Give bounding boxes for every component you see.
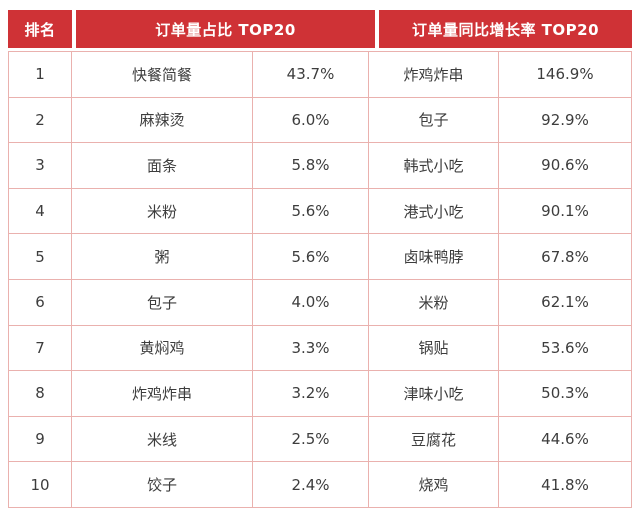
growth-value-cell: 44.6% (541, 430, 589, 449)
table-row: 9 米线 2.5% 豆腐花 44.6% (9, 416, 631, 463)
share-name-cell: 米粉 (72, 188, 253, 234)
growth-value-cell: 53.6% (541, 338, 589, 357)
rank-cell: 2 (9, 97, 72, 143)
growth-name-cell: 津味小吃 (369, 371, 499, 416)
table-body: 1 快餐简餐 43.7% 炸鸡炸串 146.9% 2 麻辣烫 6.0% 包子 9… (8, 51, 632, 508)
share-value-cell: 6.0% (253, 97, 369, 143)
growth-name-cell: 韩式小吃 (369, 143, 499, 188)
growth-name-cell: 卤味鸭脖 (369, 234, 499, 279)
share-value-cell: 2.5% (253, 416, 369, 462)
table-row: 1 快餐简餐 43.7% 炸鸡炸串 146.9% (9, 52, 631, 98)
share-name-cell: 米线 (72, 416, 253, 462)
share-name-cell: 粥 (72, 234, 253, 279)
growth-name-cell: 包子 (369, 97, 499, 143)
growth-name-cell: 炸鸡炸串 (369, 52, 499, 97)
share-name-cell: 包子 (72, 279, 253, 325)
share-name-cell: 麻辣烫 (72, 97, 253, 143)
growth-value-cell: 62.1% (541, 293, 589, 312)
table-row: 7 黄焖鸡 3.3% 锅贴 53.6% (9, 325, 631, 372)
growth-value-cell: 90.1% (541, 202, 589, 221)
table-header-row: 排名 订单量占比 TOP20 订单量同比增长率 TOP20 (8, 10, 632, 48)
share-value-cell: 5.6% (253, 188, 369, 234)
rank-cell: 3 (9, 143, 72, 188)
table-row: 8 炸鸡炸串 3.2% 津味小吃 50.3% (9, 371, 631, 417)
rank-cell: 5 (9, 234, 72, 279)
share-name-cell: 面条 (72, 143, 253, 188)
share-value-cell: 43.7% (253, 52, 369, 97)
rank-cell: 8 (9, 371, 72, 416)
table-row: 2 麻辣烫 6.0% 包子 92.9% (9, 97, 631, 144)
header-share-top20: 订单量占比 TOP20 (76, 10, 375, 48)
header-growth-top20: 订单量同比增长率 TOP20 (379, 10, 632, 48)
table-row: 5 粥 5.6% 卤味鸭脖 67.8% (9, 234, 631, 280)
growth-name-cell: 港式小吃 (369, 188, 499, 234)
growth-value-cell: 146.9% (536, 65, 594, 84)
growth-value-cell: 67.8% (541, 247, 589, 266)
share-name-cell: 饺子 (72, 462, 253, 507)
growth-value-cell: 92.9% (541, 110, 589, 129)
rank-cell: 1 (9, 52, 72, 97)
table-row: 10 饺子 2.4% 烧鸡 41.8% (9, 462, 631, 507)
share-name-cell: 炸鸡炸串 (72, 371, 253, 416)
growth-value-cell: 90.6% (541, 156, 589, 175)
growth-name-cell: 豆腐花 (369, 416, 499, 462)
rank-cell: 9 (9, 416, 72, 462)
share-name-cell: 快餐简餐 (72, 52, 253, 97)
rank-cell: 10 (9, 462, 72, 507)
growth-value-cell: 50.3% (541, 384, 589, 403)
table-row: 3 面条 5.8% 韩式小吃 90.6% (9, 143, 631, 189)
growth-name-cell: 锅贴 (369, 325, 499, 371)
share-value-cell: 3.3% (253, 325, 369, 371)
growth-value-cell: 41.8% (541, 475, 589, 494)
share-name-cell: 黄焖鸡 (72, 325, 253, 371)
table-row: 6 包子 4.0% 米粉 62.1% (9, 279, 631, 326)
growth-name-cell: 烧鸡 (369, 462, 499, 507)
rank-cell: 6 (9, 279, 72, 325)
header-rank: 排名 (8, 10, 72, 48)
table-row: 4 米粉 5.6% 港式小吃 90.1% (9, 188, 631, 235)
share-value-cell: 3.2% (253, 371, 369, 416)
share-value-cell: 5.6% (253, 234, 369, 279)
share-value-cell: 4.0% (253, 279, 369, 325)
share-value-cell: 5.8% (253, 143, 369, 188)
share-value-cell: 2.4% (253, 462, 369, 507)
growth-name-cell: 米粉 (369, 279, 499, 325)
rank-cell: 7 (9, 325, 72, 371)
rank-cell: 4 (9, 188, 72, 234)
